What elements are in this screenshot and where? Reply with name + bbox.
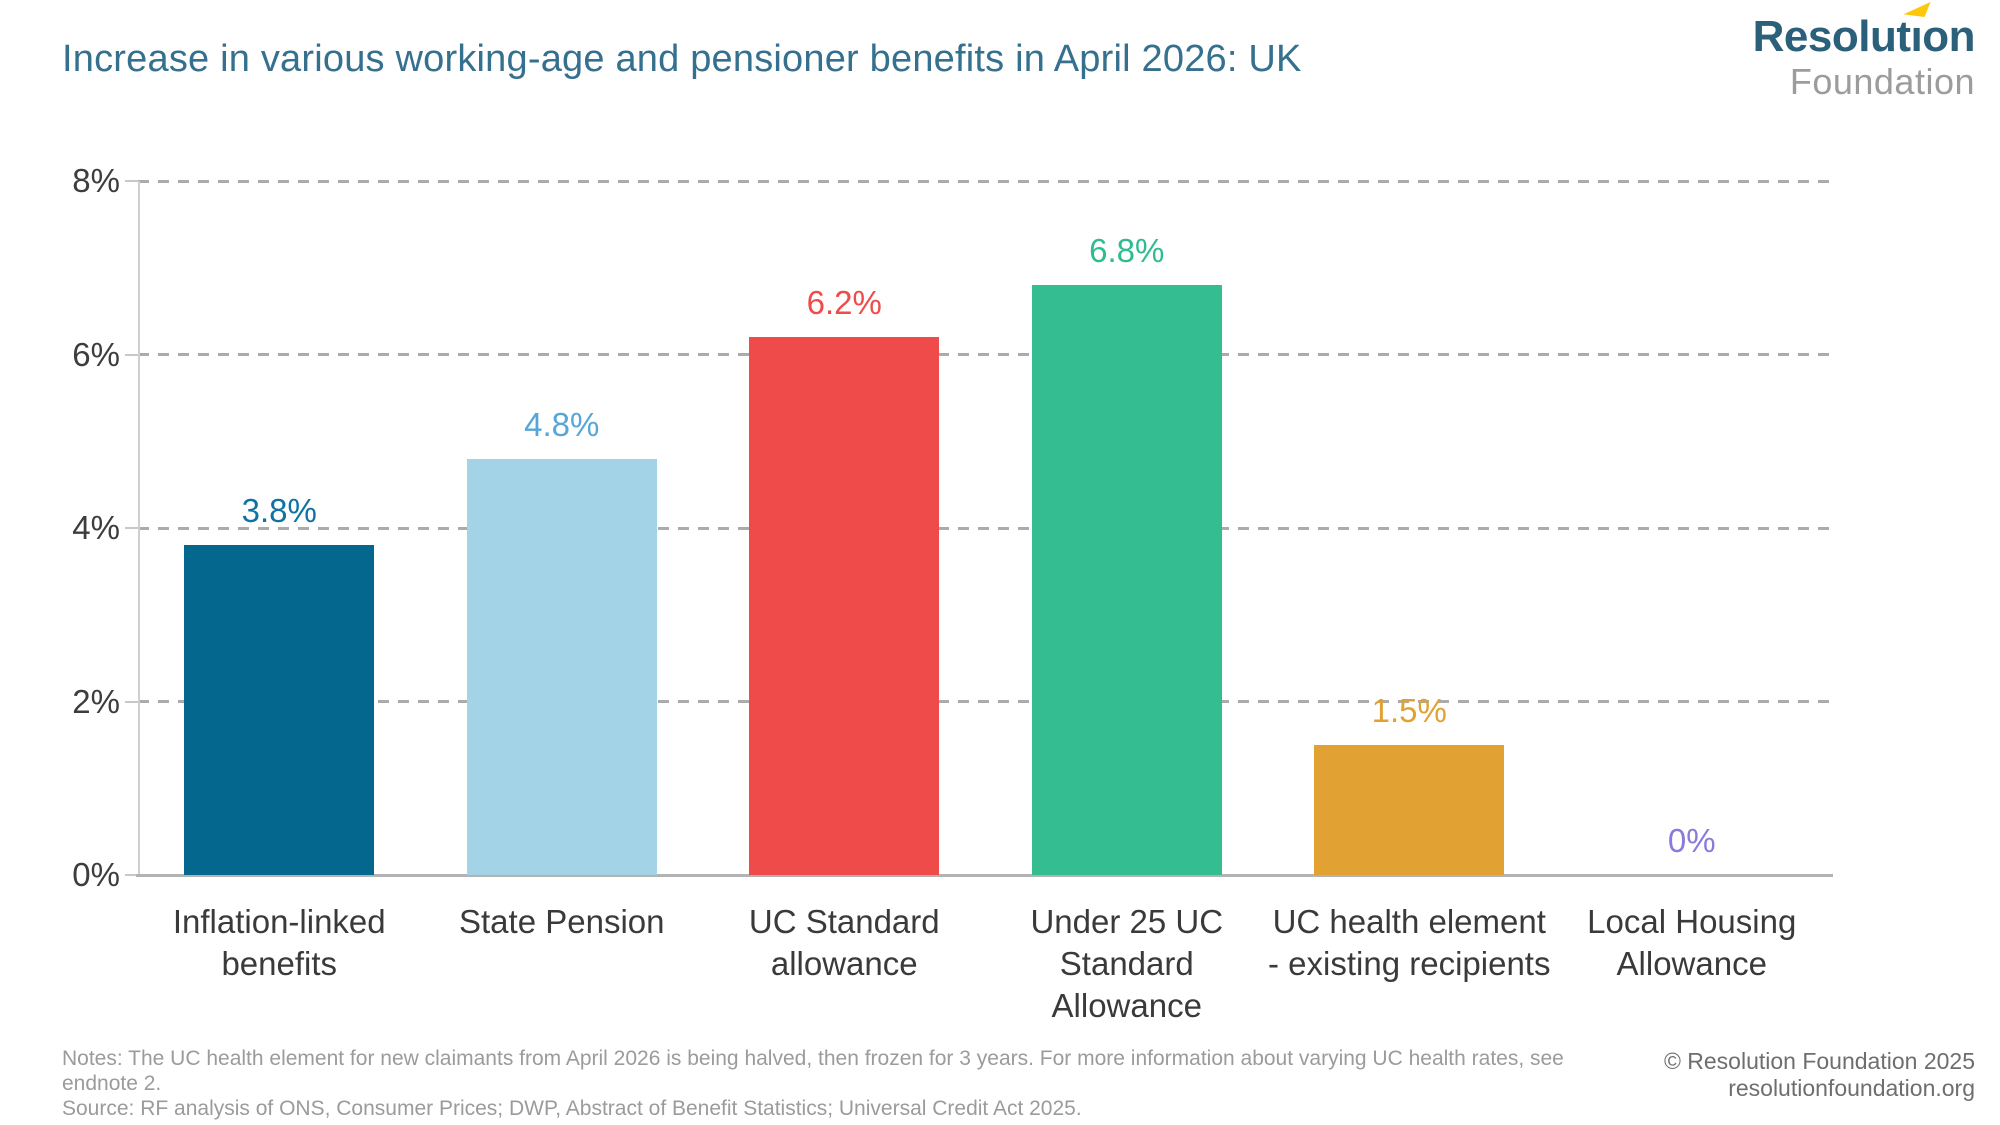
- category-label-1: Inflation-linked benefits: [172, 903, 386, 982]
- copyright-text: © Resolution Foundation 2025: [1663, 1048, 1975, 1074]
- bar-5: [1314, 744, 1505, 875]
- chart-title: Increase in various working-age and pens…: [62, 38, 1302, 80]
- resolution-foundation-logo: Resolut ıon Foundation: [1752, 2, 1975, 102]
- category-label-2: State Pension: [459, 903, 665, 940]
- gridline-2%: [138, 700, 1833, 703]
- logo-brand-left: Resolut: [1752, 12, 1911, 61]
- y-axis-line: [138, 181, 140, 875]
- category-label-5: UC health element - existing recipients: [1268, 903, 1551, 982]
- x-axis-line: [136, 873, 1833, 877]
- logo-letter-i-glyph: ı: [1910, 12, 1923, 61]
- category-label-3: UC Standard allowance: [748, 903, 940, 982]
- y-axis-tick-4%: [125, 527, 138, 529]
- bar-value-label-6: 0%: [1667, 822, 1716, 859]
- logo-brand-text: Resolut ıon: [1752, 2, 1975, 61]
- y-axis-tick-8%: [125, 180, 138, 182]
- y-axis-label-0%: 0%: [72, 856, 120, 893]
- bar-2: [466, 458, 657, 875]
- y-axis-label-6%: 6%: [72, 335, 120, 373]
- bar-value-label-4: 6.8%: [1089, 232, 1165, 270]
- logo-foundation-text: Foundation: [1789, 61, 1975, 102]
- source-text: Source: RF analysis of ONS, Consumer Pri…: [62, 1097, 1082, 1120]
- bar-value-label-2: 4.8%: [524, 405, 600, 443]
- y-axis-label-8%: 8%: [72, 162, 120, 199]
- y-axis-tick-2%: [125, 700, 138, 703]
- bar-4: [1031, 285, 1222, 875]
- bar-value-label-3: 6.2%: [806, 284, 882, 322]
- notes-text: Notes: The UC health element for new cla…: [62, 1047, 1564, 1095]
- gridline-6%: [138, 353, 1833, 356]
- y-axis-tick-0%: [125, 874, 138, 876]
- logo-brand-right: on: [1922, 12, 1975, 61]
- category-label-4: Under 25 UC Standard Allowance: [1030, 903, 1224, 1024]
- y-axis-label-4%: 4%: [72, 509, 120, 546]
- gridline-8%: [138, 179, 1833, 183]
- bar-value-label-1: 3.8%: [241, 492, 317, 530]
- copyright-block: © Resolution Foundation 2025 resolutionf…: [1664, 1048, 1975, 1102]
- bar-3: [749, 337, 940, 875]
- category-label-6: Local Housing Allowance: [1587, 903, 1797, 982]
- bar-1: [184, 545, 375, 875]
- logo-letter-i: ı: [1903, 2, 1931, 61]
- website-text: resolutionfoundation.org: [1728, 1075, 1975, 1101]
- bar-value-label-5: 1.5%: [1371, 691, 1447, 729]
- gridline-4%: [138, 526, 1833, 530]
- y-axis-label-2%: 2%: [72, 682, 120, 720]
- footnotes-block: Notes: The UC health element for new cla…: [62, 1046, 1632, 1121]
- y-axis-tick-6%: [125, 353, 138, 356]
